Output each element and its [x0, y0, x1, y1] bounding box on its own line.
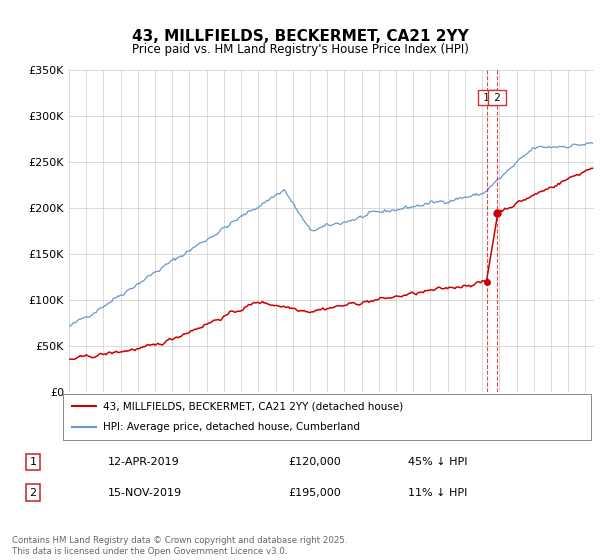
- Text: HPI: Average price, detached house, Cumberland: HPI: Average price, detached house, Cumb…: [103, 422, 359, 432]
- Text: Price paid vs. HM Land Registry's House Price Index (HPI): Price paid vs. HM Land Registry's House …: [131, 43, 469, 56]
- Text: 45% ↓ HPI: 45% ↓ HPI: [408, 457, 467, 467]
- Text: Contains HM Land Registry data © Crown copyright and database right 2025.
This d: Contains HM Land Registry data © Crown c…: [12, 536, 347, 556]
- Text: 15-NOV-2019: 15-NOV-2019: [108, 488, 182, 498]
- Text: 2: 2: [29, 488, 37, 498]
- Text: £195,000: £195,000: [288, 488, 341, 498]
- Text: £120,000: £120,000: [288, 457, 341, 467]
- Text: 43, MILLFIELDS, BECKERMET, CA21 2YY: 43, MILLFIELDS, BECKERMET, CA21 2YY: [131, 30, 469, 44]
- Text: 43, MILLFIELDS, BECKERMET, CA21 2YY (detached house): 43, MILLFIELDS, BECKERMET, CA21 2YY (det…: [103, 401, 403, 411]
- Text: 1: 1: [481, 92, 493, 102]
- Text: 11% ↓ HPI: 11% ↓ HPI: [408, 488, 467, 498]
- Text: 2: 2: [491, 92, 504, 102]
- Text: 1: 1: [29, 457, 37, 467]
- Text: 12-APR-2019: 12-APR-2019: [108, 457, 180, 467]
